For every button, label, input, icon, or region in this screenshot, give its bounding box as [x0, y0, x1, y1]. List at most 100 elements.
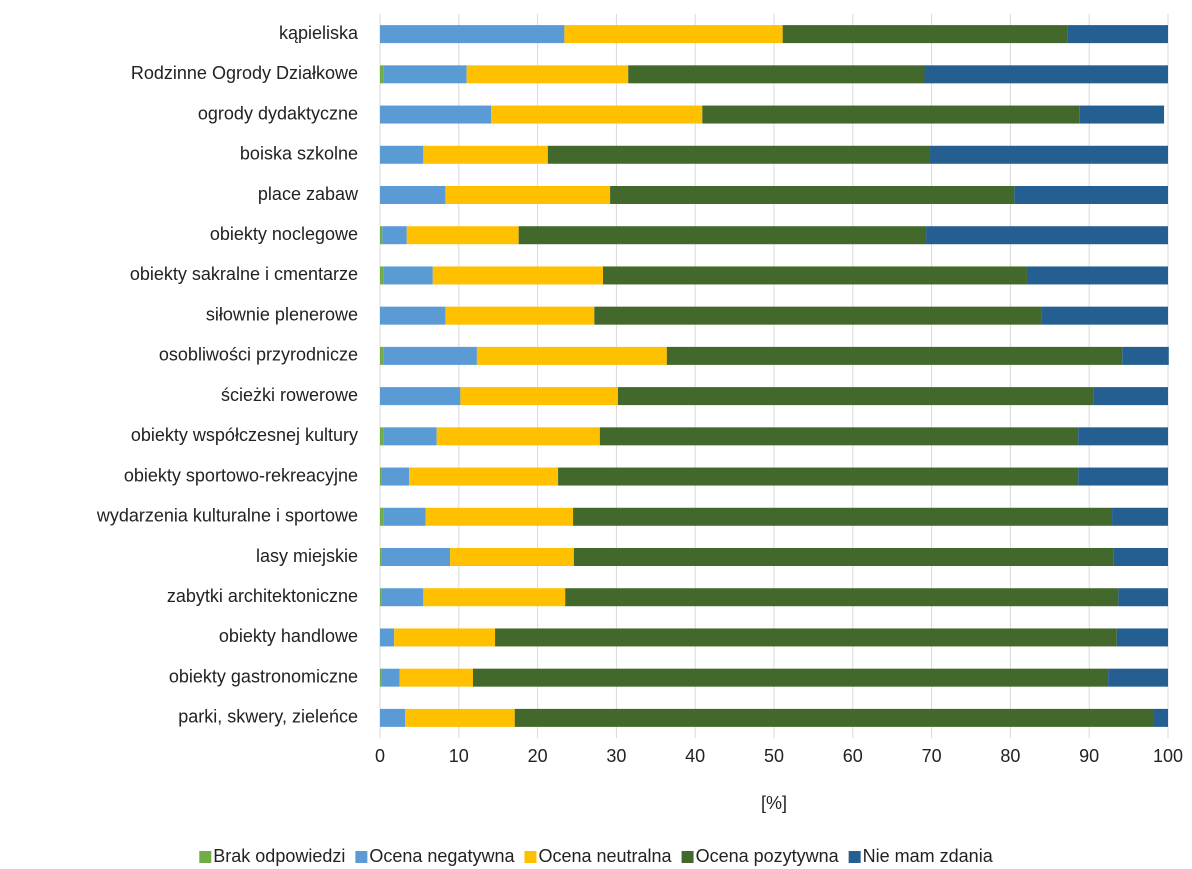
bar-segment [405, 708, 515, 727]
bar-segment [380, 186, 446, 204]
y-tick-label: obiekty sportowo-rekreacyjne [124, 465, 358, 485]
bar-segment [564, 25, 783, 44]
bar-segment [1014, 186, 1168, 204]
bar-segment [610, 186, 1015, 204]
bar-segment [381, 467, 410, 486]
bar-segment [495, 628, 1117, 647]
y-tick-label: obiekty gastronomiczne [169, 666, 358, 686]
bar-segment [628, 65, 925, 84]
y-tick-label: ścieżki rowerowe [221, 385, 358, 405]
bar-segment [436, 427, 600, 446]
bar-segment [380, 387, 461, 406]
bar-segment [1078, 427, 1168, 446]
bar-segment [380, 105, 492, 124]
bar-segment [380, 668, 382, 687]
bar-segment [573, 507, 1113, 526]
bar-segment [573, 548, 1114, 566]
bar-segment [617, 387, 1094, 406]
bar-segment [445, 186, 611, 204]
bar-segment [491, 105, 703, 124]
bar-segment [380, 588, 382, 607]
legend-label: Brak odpowiedzi [213, 846, 345, 866]
bar-segment [1153, 708, 1168, 727]
bar-segment [472, 668, 1109, 687]
x-tick-label: 30 [606, 746, 626, 766]
legend-label: Ocena negatywna [369, 846, 515, 866]
y-tick-label: obiekty handlowe [219, 626, 358, 646]
y-tick-label: boiska szkolne [240, 144, 358, 164]
bar-segment [666, 346, 1123, 365]
bar-segment [1067, 25, 1168, 44]
bar-segment [380, 145, 424, 164]
y-tick-label: siłownie plenerowe [206, 304, 358, 324]
bar-segment [1078, 467, 1168, 486]
legend-label: Ocena neutralna [538, 846, 672, 866]
y-tick-label: wydarzenia kulturalne i sportowe [96, 506, 358, 526]
bar-segment [394, 628, 496, 647]
bar-segment [383, 507, 426, 526]
x-tick-label: 40 [685, 746, 705, 766]
bar-segment [399, 668, 473, 687]
bar-segment [383, 65, 467, 84]
bar-segment [594, 306, 1042, 325]
bar-segment [514, 708, 1154, 727]
y-tick-label: osobliwości przyrodnicze [159, 345, 358, 365]
bar-segment [381, 668, 400, 687]
bar-segment [423, 145, 548, 164]
legend-swatch [199, 851, 212, 863]
bar-segment [380, 266, 384, 285]
bar-segment [1113, 548, 1168, 566]
bar-segment [565, 588, 1119, 607]
bar-segment [547, 145, 931, 164]
bar-segment [926, 226, 1168, 245]
legend-swatch [848, 851, 861, 863]
bar-segment [425, 507, 574, 526]
bar-segment [380, 346, 384, 365]
bar-segment [476, 346, 667, 365]
bar-segment [1108, 668, 1168, 687]
bar-segment [445, 306, 595, 325]
x-axis-label: [%] [761, 793, 787, 813]
y-tick-label: place zabaw [258, 184, 359, 204]
x-tick-label: 70 [922, 746, 942, 766]
bar-segment [381, 548, 451, 566]
bar-segment [383, 346, 477, 365]
bar-segment [518, 226, 927, 245]
x-tick-label: 80 [1000, 746, 1020, 766]
bar-segment [1116, 628, 1168, 647]
bar-segment [381, 588, 424, 607]
y-tick-label: obiekty współczesnej kultury [131, 425, 358, 445]
x-tick-label: 90 [1079, 746, 1099, 766]
bar-segment [380, 25, 565, 44]
bar-segment [1122, 346, 1169, 365]
bar-segment [409, 467, 559, 486]
x-tick-label: 60 [843, 746, 863, 766]
bar-segment [1041, 306, 1168, 325]
bar-segment [380, 467, 382, 486]
legend-swatch [355, 851, 368, 863]
bar-segment [1093, 387, 1168, 406]
bar-segment [382, 226, 407, 245]
y-tick-label: parki, skwery, zieleńce [178, 707, 358, 727]
bar-segment [1026, 266, 1168, 285]
bar-segment [380, 226, 383, 245]
bar-segment [383, 266, 433, 285]
bar-segment [782, 25, 1068, 44]
x-tick-label: 20 [528, 746, 548, 766]
y-tick-label: Rodzinne Ogrody Działkowe [131, 63, 358, 83]
bar-segment [460, 387, 618, 406]
x-tick-label: 0 [375, 746, 385, 766]
bar-segment [380, 427, 384, 446]
bar-segment [1079, 105, 1165, 124]
bar-segment [924, 65, 1168, 84]
bar-segment [1118, 588, 1168, 607]
bar-segment [380, 65, 384, 84]
bar-segment [423, 588, 566, 607]
bar-segment [380, 628, 395, 647]
x-tick-label: 10 [449, 746, 469, 766]
bar-segment [406, 226, 519, 245]
legend-label: Ocena pozytywna [696, 846, 840, 866]
bar-segment [599, 427, 1079, 446]
legend-swatch [524, 851, 537, 863]
